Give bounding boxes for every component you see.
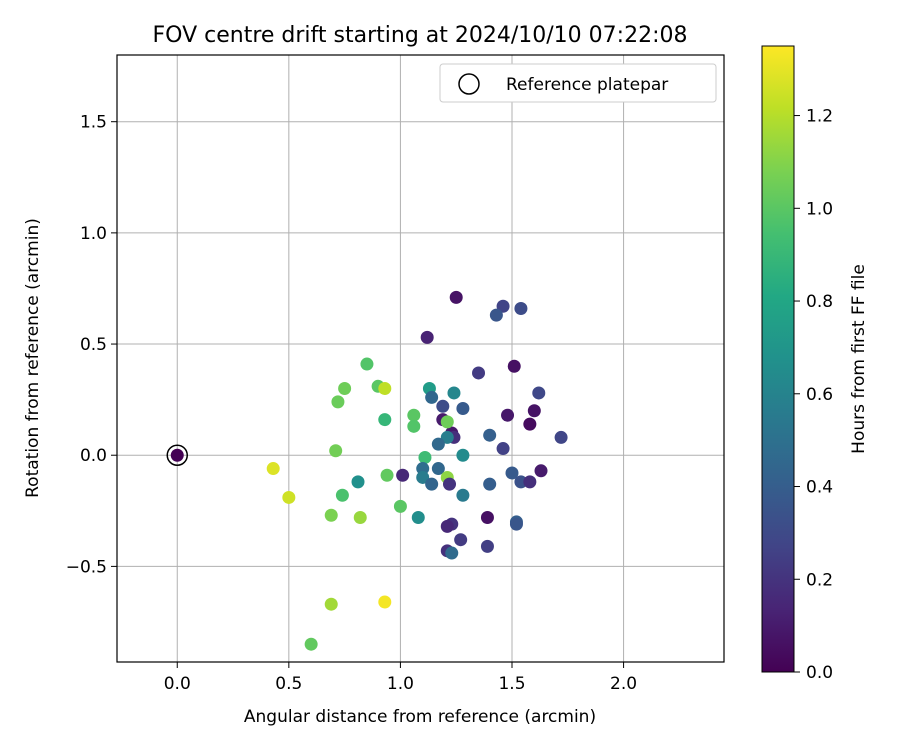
scatter-point (454, 533, 468, 547)
y-tick-label: −0.5 (66, 557, 107, 577)
scatter-point (489, 308, 503, 322)
scatter-point (380, 468, 394, 482)
x-axis-ticks: 0.0 0.5 1.0 1.5 2.0 (164, 662, 637, 694)
scatter-point (456, 488, 470, 502)
scatter-points (166, 290, 568, 651)
x-tick-label: 0.5 (275, 674, 302, 694)
scatter-point (456, 448, 470, 462)
scatter-point (440, 415, 454, 429)
scatter-point (507, 359, 521, 373)
scatter-point (329, 444, 343, 458)
scatter-point (514, 475, 528, 489)
scatter-point (456, 402, 470, 416)
scatter-point (407, 419, 421, 433)
scatter-point (407, 408, 421, 422)
scatter-point (338, 382, 352, 396)
scatter-point (523, 417, 537, 431)
scatter-point (335, 488, 349, 502)
scatter-point (324, 508, 338, 522)
scatter-point (378, 382, 392, 396)
legend-marker-reference (458, 73, 480, 95)
scatter-point (425, 390, 439, 404)
scatter-point (523, 475, 537, 489)
scatter-point (509, 517, 523, 531)
scatter-point (534, 464, 548, 478)
scatter-point (351, 475, 365, 489)
scatter-point (324, 597, 338, 611)
colorbar-ticks: 0.0 0.2 0.4 0.6 0.8 1.0 1.2 (794, 107, 833, 683)
scatter-point (501, 408, 515, 422)
scatter-point (496, 442, 510, 456)
colorbar-tick-label: 0.2 (806, 570, 833, 590)
scatter-point (436, 399, 450, 413)
scatter-point (483, 477, 497, 491)
scatter-point (282, 490, 296, 504)
x-axis-label: Angular distance from reference (arcmin) (244, 707, 596, 727)
reference-platepar-marker (166, 444, 189, 466)
x-tick-label: 2.0 (610, 674, 637, 694)
x-tick-label: 1.0 (387, 674, 414, 694)
colorbar-tick-label: 0.8 (806, 292, 833, 312)
scatter-point (505, 466, 519, 480)
legend-box (439, 63, 717, 103)
y-tick-label: 1.0 (80, 224, 107, 244)
scatter-point (266, 462, 280, 476)
scatter-point (532, 386, 546, 400)
scatter-point (440, 430, 454, 444)
scatter-point (443, 477, 457, 491)
scatter-point (431, 437, 445, 451)
colorbar-tick-label: 1.2 (806, 107, 833, 127)
scatter-point (449, 290, 463, 304)
x-tick-label: 1.5 (498, 674, 525, 694)
scatter-point (527, 404, 541, 418)
plot-frame (116, 54, 725, 663)
scatter-point (554, 430, 568, 444)
chart-title: FOV centre drift starting at 2024/10/10 … (153, 23, 688, 48)
scatter-point (418, 450, 432, 464)
legend: Reference platepar (439, 63, 717, 103)
y-tick-label: 1.5 (80, 113, 107, 133)
scatter-point (514, 301, 528, 315)
colorbar-gradient (761, 45, 795, 673)
scatter-point (445, 546, 459, 560)
scatter-point (496, 299, 510, 313)
colorbar-tick-label: 0.4 (806, 478, 833, 498)
colorbar-tick-label: 0.6 (806, 385, 833, 405)
scatter-point (378, 413, 392, 427)
scatter-point (416, 470, 430, 484)
y-tick-label: 0.0 (80, 446, 107, 466)
y-axis-label: Rotation from reference (arcmin) (23, 218, 43, 498)
grid-lines (117, 55, 724, 662)
scatter-point (440, 519, 454, 533)
scatter-point (425, 477, 439, 491)
scatter-point (331, 395, 345, 409)
y-axis-ticks: −0.5 0.0 0.5 1.0 1.5 (66, 113, 117, 577)
scatter-point (416, 462, 430, 476)
legend-entry-reference: Reference platepar (506, 75, 668, 95)
scatter-point (480, 510, 494, 524)
scatter-point (378, 595, 392, 609)
scatter-point (420, 330, 434, 344)
scatter-point (480, 539, 494, 553)
colorbar-tick-label: 0.0 (806, 663, 833, 683)
scatter-point (396, 468, 410, 482)
scatter-point (170, 448, 184, 462)
scatter-point (472, 366, 486, 380)
colorbar: 0.0 0.2 0.4 0.6 0.8 1.0 1.2 Hours from first F… (761, 45, 869, 683)
scatter-point (360, 357, 374, 371)
scatter-point (447, 386, 461, 400)
scatter-point (353, 510, 367, 524)
colorbar-label: Hours from first FF file (849, 264, 869, 454)
scatter-point (411, 510, 425, 524)
y-tick-label: 0.5 (80, 335, 107, 355)
colorbar-tick-label: 1.0 (806, 199, 833, 219)
scatter-point (483, 428, 497, 442)
scatter-point (393, 499, 407, 513)
scatter-point (431, 462, 445, 476)
scatter-point (304, 637, 318, 651)
x-tick-label: 0.0 (164, 674, 191, 694)
